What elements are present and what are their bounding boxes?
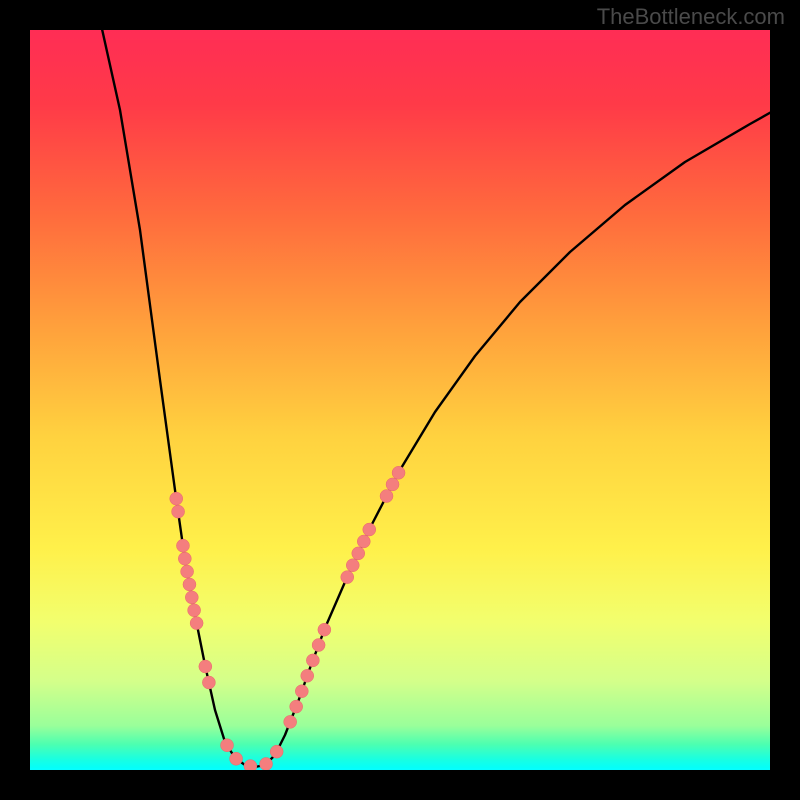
data-marker	[301, 669, 314, 682]
data-marker	[392, 466, 405, 479]
data-marker	[202, 676, 215, 689]
data-marker	[306, 654, 319, 667]
chart-container: TheBottleneck.com	[0, 0, 800, 800]
data-marker	[185, 591, 198, 604]
data-marker	[221, 739, 234, 752]
data-marker	[284, 715, 297, 728]
data-marker	[176, 539, 189, 552]
data-marker	[357, 535, 370, 548]
data-marker	[230, 752, 243, 765]
data-marker	[183, 578, 196, 591]
data-marker	[188, 604, 201, 617]
data-marker	[380, 490, 393, 503]
data-marker	[312, 639, 325, 652]
data-marker	[170, 492, 183, 505]
data-marker	[363, 523, 376, 536]
data-marker	[190, 617, 203, 630]
gradient-background	[30, 30, 770, 770]
plot-area	[30, 30, 770, 770]
data-marker	[270, 745, 283, 758]
data-marker	[181, 565, 194, 578]
plot-svg	[30, 30, 770, 770]
data-marker	[260, 757, 273, 770]
data-marker	[318, 623, 331, 636]
data-marker	[346, 559, 359, 572]
data-marker	[244, 760, 257, 770]
data-marker	[295, 685, 308, 698]
data-marker	[386, 478, 399, 491]
data-marker	[199, 660, 212, 673]
data-marker	[352, 547, 365, 560]
data-marker	[172, 505, 185, 518]
data-marker	[178, 552, 191, 565]
data-marker	[341, 571, 354, 584]
data-marker	[290, 700, 303, 713]
watermark-text: TheBottleneck.com	[597, 4, 785, 30]
